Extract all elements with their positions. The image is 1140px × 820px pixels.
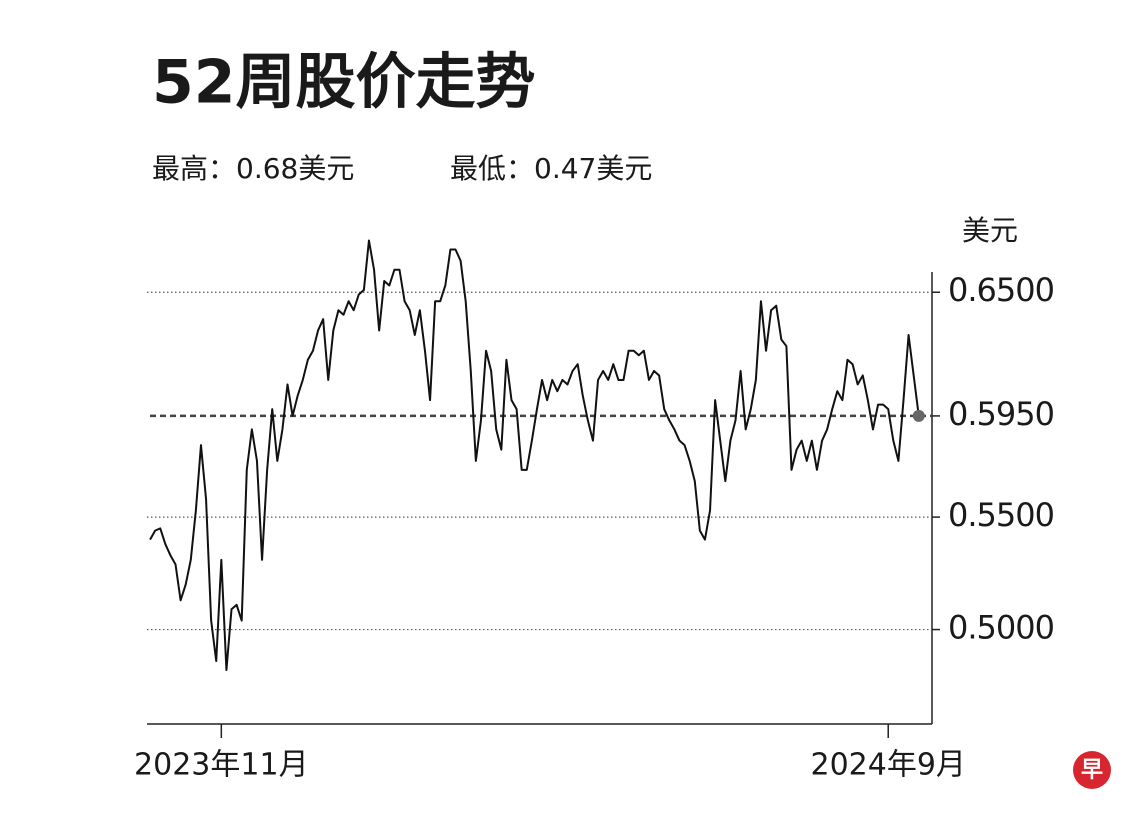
y-tick-label: 0.5500	[948, 496, 1054, 534]
y-tick-label: 0.5950	[948, 395, 1054, 433]
low-label: 最低：0.47美元	[450, 152, 652, 185]
y-tick-label: 0.6500	[948, 271, 1054, 309]
x-tick-label: 2023年11月	[134, 748, 309, 783]
x-tick-label: 2024年9月	[811, 748, 966, 783]
chart-title: 52周股价走势	[152, 48, 536, 118]
y-tick-label: 0.5000	[948, 609, 1054, 647]
logo: 早	[1081, 758, 1103, 783]
price-line	[149, 239, 920, 672]
last-point	[912, 409, 925, 422]
high-label: 最高：0.68美元	[152, 152, 354, 185]
logo-badge	[1073, 751, 1111, 789]
y-axis-label: 美元	[962, 214, 1018, 247]
